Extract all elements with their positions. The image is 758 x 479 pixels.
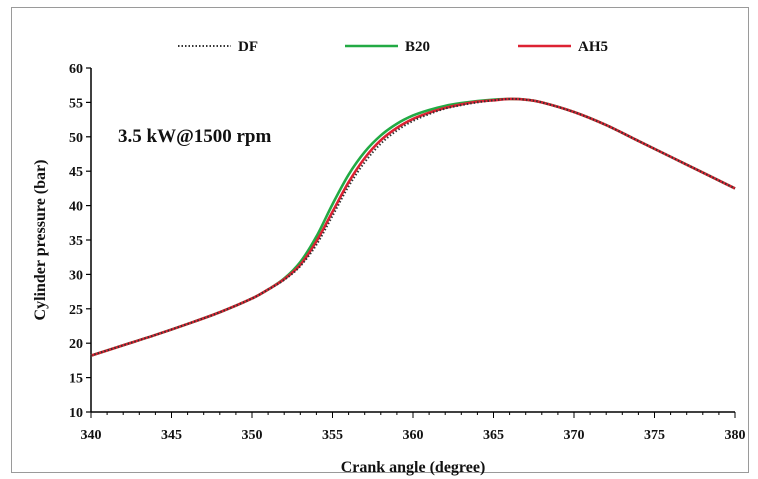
x-axis-title: Crank angle (degree)	[341, 459, 486, 476]
y-tick-label: 30	[69, 268, 83, 283]
x-tick-label: 340	[81, 428, 102, 443]
x-tick-label: 360	[403, 428, 424, 443]
legend-label-ah5: AH5	[578, 39, 608, 55]
x-tick-label: 365	[483, 428, 504, 443]
y-tick-label: 20	[69, 337, 83, 352]
legend-label-df: DF	[238, 39, 258, 55]
y-tick-label: 60	[69, 62, 83, 77]
y-tick-label: 25	[69, 303, 83, 318]
chart-annotation: 3.5 kW@1500 rpm	[118, 126, 271, 147]
series-line-df	[90, 97, 736, 357]
legend-label-b20: B20	[405, 39, 430, 55]
y-tick-label: 40	[69, 200, 83, 215]
x-tick-label: 345	[161, 428, 182, 443]
y-axis-title: Cylinder pressure (bar)	[32, 160, 49, 321]
x-tick-label: 375	[644, 428, 665, 443]
y-tick-label: 35	[69, 234, 83, 249]
x-tick-label: 350	[242, 428, 263, 443]
y-tick-label: 15	[69, 372, 83, 387]
y-tick-label: 55	[69, 96, 83, 111]
series-group	[90, 97, 736, 357]
x-tick-label: 370	[564, 428, 585, 443]
legend: DF B20 AH5	[178, 39, 608, 55]
y-tick-label: 10	[69, 406, 83, 421]
y-tick-label: 45	[69, 165, 83, 180]
x-tick-label: 380	[725, 428, 746, 443]
y-tick-label: 50	[69, 131, 83, 146]
x-tick-label: 355	[322, 428, 343, 443]
chart-frame	[11, 7, 749, 473]
